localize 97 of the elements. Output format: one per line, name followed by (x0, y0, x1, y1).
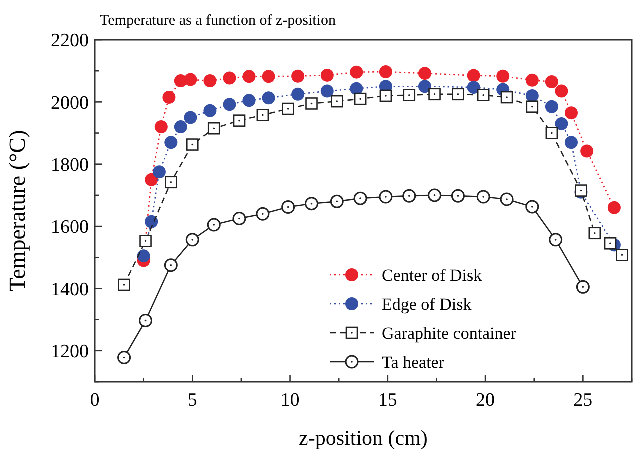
point (546, 127, 558, 140)
point (204, 74, 217, 88)
point (118, 278, 130, 292)
point (549, 233, 563, 247)
point (354, 92, 367, 106)
point (184, 73, 198, 86)
point (545, 100, 558, 114)
legend-label: Garaphite container (382, 324, 517, 343)
point (282, 102, 294, 116)
point (186, 233, 200, 247)
point (242, 70, 256, 84)
point (140, 235, 152, 248)
point (137, 250, 150, 263)
legend-label: Center of Disk (382, 266, 483, 285)
point (500, 91, 514, 104)
point (223, 98, 236, 112)
point (204, 104, 217, 118)
point (452, 88, 464, 101)
point (379, 190, 393, 204)
point (379, 66, 392, 79)
y-tick-label: 1800 (51, 155, 89, 176)
point (330, 95, 344, 108)
point (403, 89, 416, 102)
point (292, 70, 305, 83)
point (418, 67, 432, 80)
y-axis-title: Temperature (°C) (5, 130, 30, 292)
point (320, 68, 334, 82)
point (320, 84, 334, 98)
point (467, 81, 480, 94)
point (152, 166, 166, 179)
point (223, 72, 236, 85)
point (145, 215, 158, 228)
point (402, 189, 416, 203)
point (184, 111, 198, 124)
point (467, 69, 480, 82)
point (526, 74, 539, 87)
legend-label: Ta heater (382, 352, 445, 372)
point (305, 197, 319, 211)
point (262, 92, 276, 105)
point (576, 280, 590, 294)
point (588, 227, 602, 240)
point (354, 192, 368, 206)
point (496, 70, 510, 83)
point (164, 136, 178, 150)
point (256, 109, 270, 122)
point (118, 351, 132, 364)
x-tick-label: 0 (90, 390, 100, 411)
y-tick-label: 1600 (51, 217, 89, 238)
y-tick-label: 2200 (51, 30, 89, 52)
point (139, 314, 153, 328)
point (256, 207, 270, 221)
point (428, 188, 442, 202)
y-tick-label: 2000 (51, 92, 89, 114)
point (262, 70, 276, 84)
point (208, 122, 220, 135)
point (564, 136, 578, 150)
point (242, 94, 256, 108)
chart-title: Temperature as a function of z-position (100, 13, 336, 29)
point (292, 88, 305, 101)
x-tick-label: 10 (280, 390, 300, 411)
x-tick-label: 5 (188, 390, 198, 411)
x-axis-title: z-position (cm) (299, 426, 428, 450)
x-tick-label: 20 (476, 390, 496, 411)
point (232, 212, 246, 226)
point (174, 120, 188, 134)
point (282, 200, 296, 214)
point (428, 88, 441, 101)
point (564, 106, 578, 120)
x-tick-label: 15 (378, 390, 398, 411)
point (526, 200, 540, 214)
point (580, 144, 594, 158)
point (165, 176, 178, 189)
point (555, 84, 568, 98)
point (164, 258, 178, 272)
y-tick-label: 1200 (51, 342, 89, 363)
point (186, 138, 199, 151)
point (154, 120, 168, 134)
x-tick-label: 25 (574, 390, 593, 411)
y-tick-label: 1400 (51, 279, 89, 300)
point (350, 66, 364, 79)
point (380, 90, 392, 102)
point (451, 189, 465, 203)
point (162, 91, 176, 104)
point (476, 190, 490, 204)
point (145, 173, 158, 186)
point (555, 117, 568, 130)
point (330, 194, 344, 208)
point (526, 89, 539, 102)
point (207, 218, 221, 232)
point (608, 201, 621, 214)
point (500, 192, 514, 206)
point (233, 114, 246, 127)
point (418, 80, 432, 94)
legend-label: Edge of Disk (382, 294, 472, 314)
point (526, 100, 539, 113)
point (604, 237, 617, 250)
point (545, 75, 558, 88)
